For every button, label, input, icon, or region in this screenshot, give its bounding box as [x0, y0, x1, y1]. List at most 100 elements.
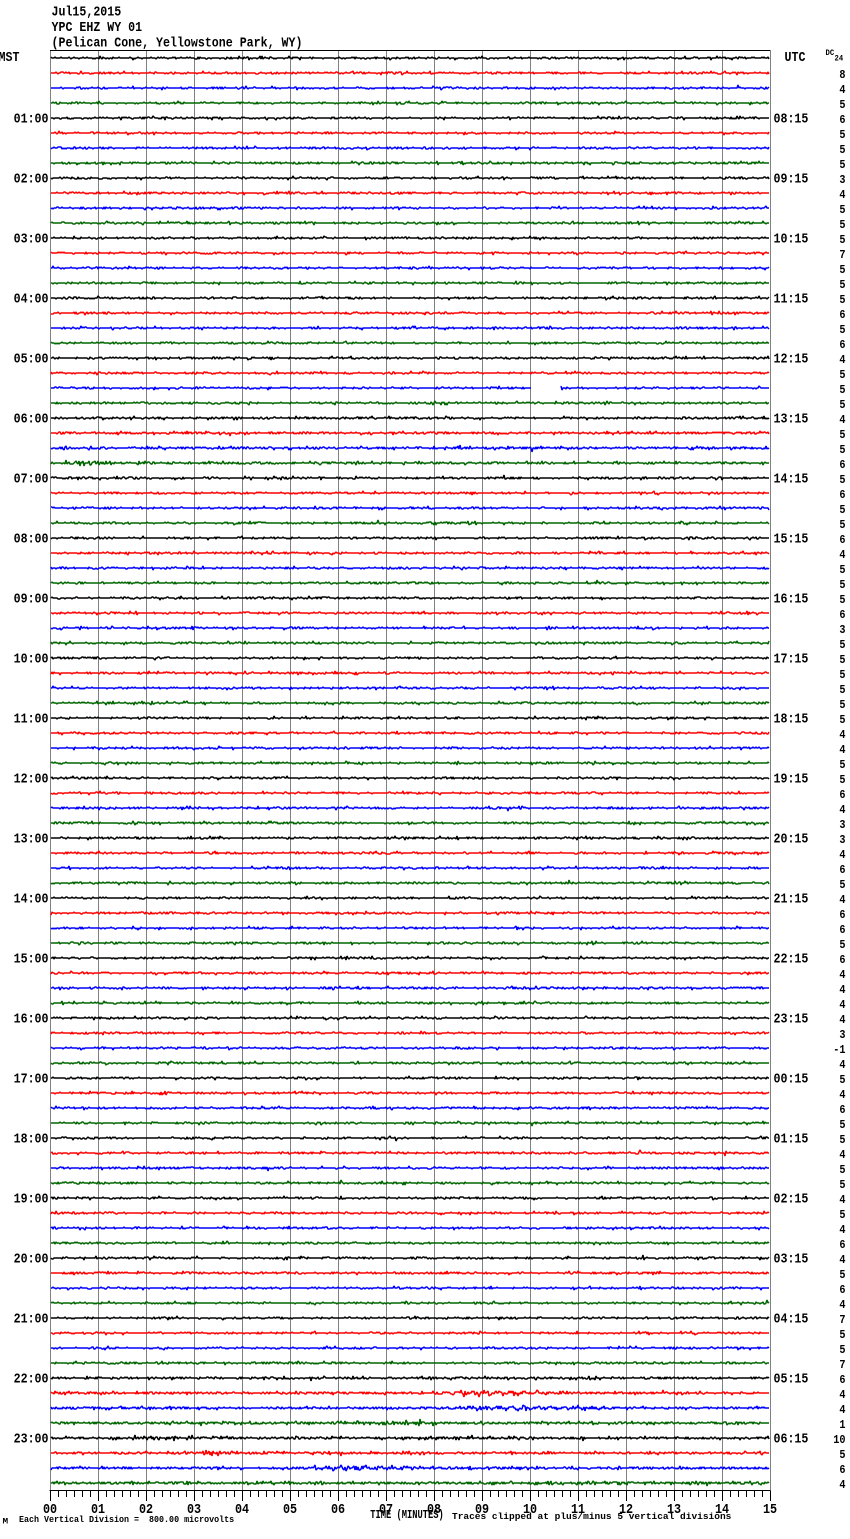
svg-text:4: 4 [839, 354, 845, 367]
svg-text:5: 5 [839, 369, 845, 382]
svg-text:4: 4 [839, 1254, 845, 1267]
svg-text:3: 3 [839, 819, 845, 832]
svg-text:4: 4 [839, 744, 845, 757]
svg-text:5: 5 [839, 474, 845, 487]
svg-text:5: 5 [839, 639, 845, 652]
svg-text:5: 5 [839, 579, 845, 592]
svg-text:5: 5 [839, 159, 845, 172]
svg-text:10:00: 10:00 [14, 651, 49, 667]
svg-text:18:00: 18:00 [14, 1131, 49, 1147]
svg-text:5: 5 [839, 294, 845, 307]
svg-text:13:15: 13:15 [774, 411, 809, 427]
svg-text:7: 7 [839, 249, 845, 262]
svg-text:MST: MST [0, 49, 20, 65]
svg-text:17:00: 17:00 [14, 1071, 49, 1087]
svg-text:02: 02 [139, 1501, 153, 1517]
svg-text:08:15: 08:15 [774, 111, 809, 127]
svg-text:08: 08 [427, 1501, 441, 1517]
svg-text:5: 5 [839, 1209, 845, 1222]
svg-text:5: 5 [839, 264, 845, 277]
svg-text:6: 6 [839, 609, 845, 622]
svg-text:6: 6 [839, 1284, 845, 1297]
svg-text:20:15: 20:15 [774, 831, 809, 847]
svg-text:5: 5 [839, 1449, 845, 1462]
svg-text:5: 5 [839, 1164, 845, 1177]
svg-text:UTC: UTC [785, 49, 806, 65]
svg-text:01: 01 [91, 1501, 105, 1517]
svg-text:4: 4 [839, 804, 845, 817]
svg-text:4: 4 [839, 1089, 845, 1102]
svg-text:5: 5 [839, 519, 845, 532]
svg-text:4: 4 [839, 1299, 845, 1312]
svg-text:6: 6 [839, 954, 845, 967]
svg-text:14:00: 14:00 [14, 891, 49, 907]
svg-text:03:15: 03:15 [774, 1251, 809, 1267]
svg-text:00:15: 00:15 [774, 1071, 809, 1087]
svg-text:8: 8 [839, 69, 845, 82]
svg-text:04: 04 [235, 1501, 249, 1517]
svg-text:6: 6 [839, 864, 845, 877]
svg-text:5: 5 [839, 324, 845, 337]
svg-text:M: M [3, 1517, 9, 1527]
svg-text:5: 5 [839, 1269, 845, 1282]
svg-text:6: 6 [839, 789, 845, 802]
svg-text:18:15: 18:15 [774, 711, 809, 727]
svg-text:4: 4 [839, 1014, 845, 1027]
svg-text:23:00: 23:00 [14, 1431, 49, 1447]
svg-text:11: 11 [571, 1501, 585, 1517]
svg-text:11:15: 11:15 [774, 291, 809, 307]
svg-text:5: 5 [839, 1119, 845, 1132]
svg-text:3: 3 [839, 624, 845, 637]
svg-text:12:00: 12:00 [14, 771, 49, 787]
svg-text:6: 6 [839, 489, 845, 502]
svg-text:4: 4 [839, 729, 845, 742]
svg-text:15:15: 15:15 [774, 531, 809, 547]
svg-text:01:00: 01:00 [14, 111, 49, 127]
svg-text:06:00: 06:00 [14, 411, 49, 427]
svg-text:16:15: 16:15 [774, 591, 809, 607]
svg-text:5: 5 [839, 99, 845, 112]
svg-text:5: 5 [839, 594, 845, 607]
svg-text:5: 5 [839, 759, 845, 772]
svg-text:4: 4 [839, 969, 845, 982]
svg-text:13:00: 13:00 [14, 831, 49, 847]
svg-text:6: 6 [839, 114, 845, 127]
svg-text:6: 6 [839, 909, 845, 922]
svg-text:5: 5 [839, 399, 845, 412]
svg-text:24: 24 [835, 55, 844, 63]
svg-text:5: 5 [839, 564, 845, 577]
svg-text:4: 4 [839, 414, 845, 427]
svg-text:14:15: 14:15 [774, 471, 809, 487]
svg-text:5: 5 [839, 129, 845, 142]
svg-text:19:15: 19:15 [774, 771, 809, 787]
svg-text:YPC EHZ WY 01: YPC EHZ WY 01 [52, 19, 143, 35]
svg-text:5: 5 [839, 669, 845, 682]
svg-text:Jul15,2015: Jul15,2015 [52, 3, 122, 19]
svg-text:5: 5 [839, 234, 845, 247]
svg-text:02:00: 02:00 [14, 171, 49, 187]
svg-text:4: 4 [839, 1059, 845, 1072]
svg-text:05: 05 [283, 1501, 297, 1517]
svg-text:5: 5 [839, 144, 845, 157]
svg-text:4: 4 [839, 984, 845, 997]
svg-text:Each Vertical Division = 800.: Each Vertical Division = 800.00 microvol… [19, 1515, 234, 1526]
svg-text:4: 4 [839, 999, 845, 1012]
svg-text:19:00: 19:00 [14, 1191, 49, 1207]
svg-text:02:15: 02:15 [774, 1191, 809, 1207]
svg-text:4: 4 [839, 1224, 845, 1237]
svg-text:5: 5 [839, 384, 845, 397]
svg-text:05:15: 05:15 [774, 1371, 809, 1387]
svg-text:21:15: 21:15 [774, 891, 809, 907]
svg-text:09:00: 09:00 [14, 591, 49, 607]
svg-text:4: 4 [839, 1389, 845, 1402]
svg-text:6: 6 [839, 1464, 845, 1477]
svg-text:4: 4 [839, 189, 845, 202]
svg-text:5: 5 [839, 279, 845, 292]
svg-text:03:00: 03:00 [14, 231, 49, 247]
svg-text:5: 5 [839, 1074, 845, 1087]
svg-text:5: 5 [839, 654, 845, 667]
svg-text:6: 6 [839, 1374, 845, 1387]
svg-text:17:15: 17:15 [774, 651, 809, 667]
svg-text:3: 3 [839, 834, 845, 847]
svg-text:6: 6 [839, 534, 845, 547]
